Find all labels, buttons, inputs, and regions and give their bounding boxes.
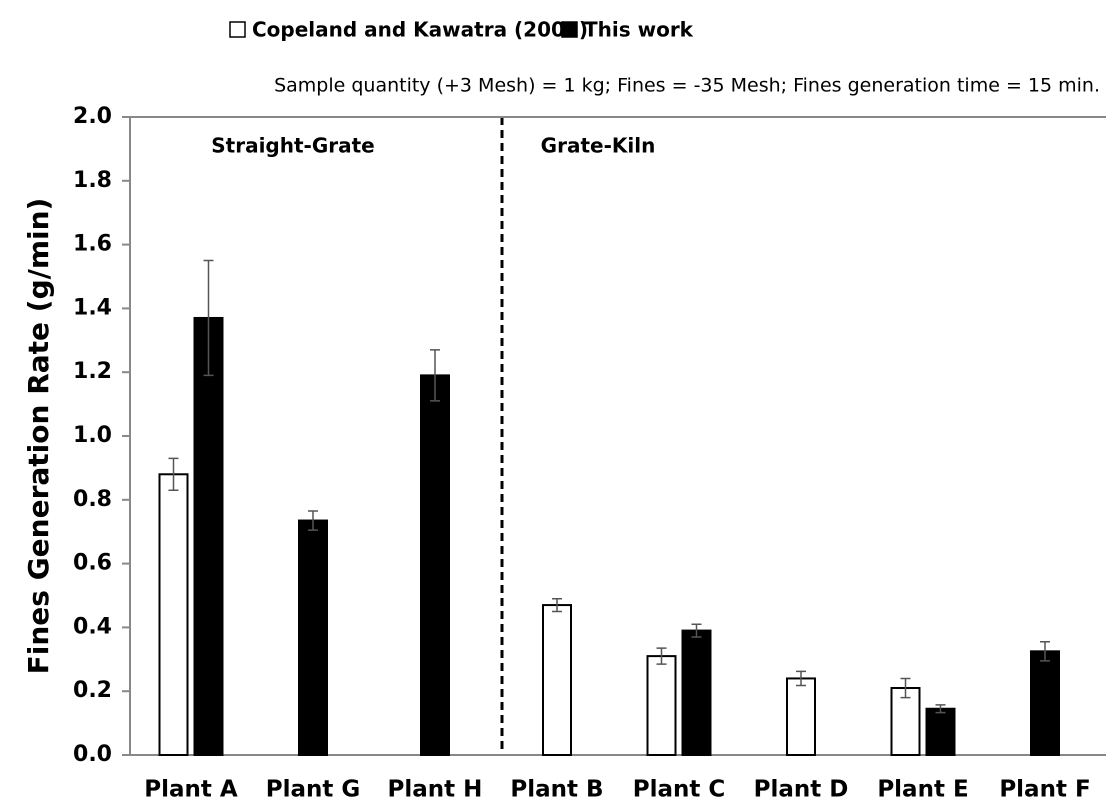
bar — [925, 707, 956, 756]
bar — [298, 519, 328, 756]
y-axis-label: Fines Generation Rate (g/min) — [22, 198, 55, 675]
legend-swatch — [229, 21, 246, 38]
bar — [420, 374, 450, 756]
note: Sample quantity (+3 Mesh) = 1 kg; Fines … — [274, 75, 1100, 97]
bar — [646, 655, 677, 756]
y-tick-label: 0.0 — [73, 742, 112, 767]
bar — [786, 677, 816, 756]
error-bar — [935, 704, 946, 714]
x-tick-label: Plant G — [266, 777, 361, 803]
x-tick-label: Plant B — [510, 777, 603, 803]
x-tick-label: Plant E — [877, 777, 968, 803]
error-bar — [796, 670, 806, 687]
bar — [542, 604, 572, 756]
legend-label: This work — [584, 18, 694, 42]
bar — [1030, 650, 1060, 757]
x-tick-label: Plant H — [388, 777, 483, 803]
x-tick-label: Plant A — [144, 777, 238, 803]
y-tick-label: 2.0 — [73, 104, 112, 129]
error-bar — [656, 647, 667, 665]
error-bar — [308, 510, 318, 531]
error-bar — [203, 259, 214, 377]
y-tick-label: 0.8 — [73, 487, 112, 512]
legend-label: Copeland and Kawatra (2005) — [252, 18, 588, 42]
y-tick-label: 0.2 — [73, 678, 112, 703]
error-bar — [1040, 641, 1050, 662]
error-bar — [552, 597, 562, 613]
y-tick-label: 1.0 — [73, 423, 112, 448]
error-bar — [900, 677, 911, 699]
annotation: Straight-Grate — [211, 134, 375, 158]
bar — [158, 473, 189, 756]
y-tick-label: 1.8 — [73, 168, 112, 193]
y-tick-label: 1.4 — [73, 295, 112, 320]
annotation: Grate-Kiln — [541, 134, 656, 158]
bar — [681, 629, 712, 757]
x-tick-label: Plant F — [999, 777, 1090, 803]
y-tick-label: 0.4 — [73, 614, 112, 639]
x-tick-label: Plant D — [754, 777, 849, 803]
bar — [890, 687, 921, 757]
bar — [193, 316, 224, 756]
error-bar — [691, 623, 702, 638]
y-tick-label: 1.6 — [73, 232, 112, 257]
y-tick-label: 0.6 — [73, 551, 112, 576]
legend-swatch — [561, 21, 578, 38]
x-tick-label: Plant C — [633, 777, 726, 803]
y-tick-label: 1.2 — [73, 359, 112, 384]
error-bar — [430, 349, 440, 402]
error-bar — [168, 457, 179, 491]
